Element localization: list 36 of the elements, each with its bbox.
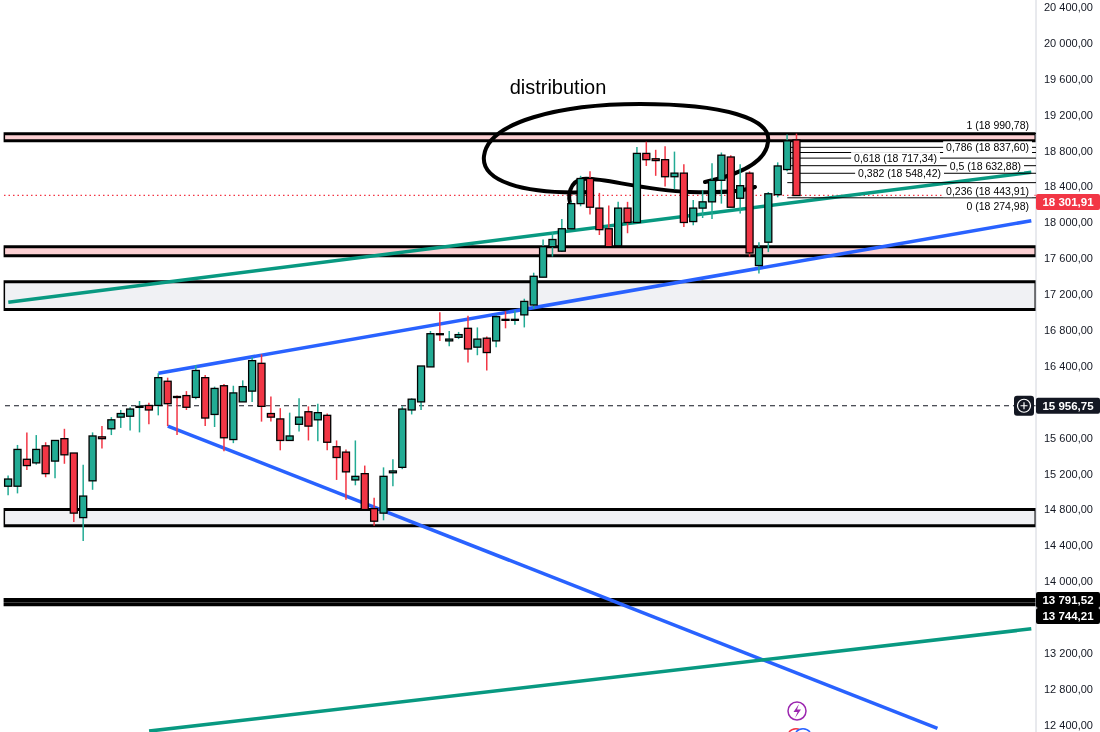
ref-line-label: 0,382 (18 548,42) [858,167,941,180]
y-tick-label: 20 400,00 [1044,1,1093,14]
y-tick-label: 16 800,00 [1044,324,1093,337]
y-tick-label: 19 200,00 [1044,108,1093,121]
ref-line-label: 18 301,91 [1042,196,1095,209]
ref-line-label: 0,236 (18 443,91) [946,185,1029,198]
y-tick-label: 12 400,00 [1044,718,1093,731]
y-tick-label: 15 600,00 [1044,431,1093,444]
candlestick [266,395,276,423]
candlestick [388,458,398,487]
ref-line-label: 0,618 (18 717,34) [854,152,937,165]
ref-line-label: 0,786 (18 837,60) [946,141,1029,154]
y-tick-label: 19 600,00 [1044,72,1093,85]
ref-line-label: 1 (18 990,78) [966,119,1029,132]
ref-line-label: 13 791,52 [1042,594,1094,606]
y-tick-label: 15 200,00 [1044,467,1093,480]
y-tick-label: 18 800,00 [1044,144,1093,157]
y-tick-label: 20 000,00 [1044,36,1093,49]
y-tick-label: 14 400,00 [1044,539,1093,552]
y-tick-label: 17 600,00 [1044,252,1093,265]
y-tick-label: 13 200,00 [1044,646,1093,659]
y-tick-label: 18 400,00 [1044,180,1093,193]
ref-line-label: 0,5 (18 632,88) [949,159,1021,172]
y-tick-label: 16 400,00 [1044,359,1093,372]
ref-line-label: 0 (18 274,98) [966,200,1029,213]
y-tick-label: 17 200,00 [1044,288,1093,301]
y-tick-label: 14 000,00 [1044,575,1093,588]
candlestick [276,407,285,452]
ref-line-label: 15 956,75 [1042,399,1095,412]
candlestick [445,330,454,348]
candlestick [285,411,294,442]
y-tick-label: 12 800,00 [1044,682,1093,695]
y-tick-label: 18 000,00 [1044,216,1093,229]
ref-line-label: 13 744,21 [1042,610,1095,622]
annotation: distribution [509,76,607,98]
y-tick-label: 14 800,00 [1044,503,1093,516]
